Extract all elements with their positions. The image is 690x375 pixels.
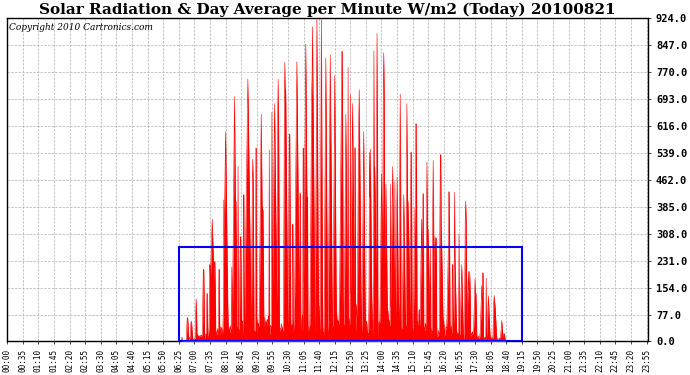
Bar xyxy=(179,247,522,342)
Text: Copyright 2010 Cartronics.com: Copyright 2010 Cartronics.com xyxy=(8,23,152,32)
Title: Solar Radiation & Day Average per Minute W/m2 (Today) 20100821: Solar Radiation & Day Average per Minute… xyxy=(39,3,616,17)
